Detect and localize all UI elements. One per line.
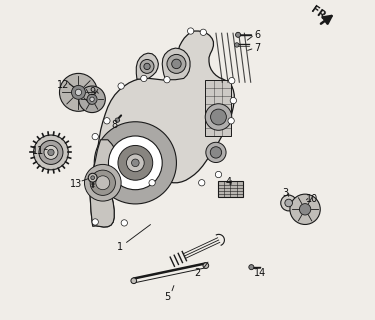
Circle shape	[235, 43, 239, 47]
Bar	[205, 80, 231, 136]
Text: 12: 12	[57, 80, 70, 90]
Circle shape	[44, 146, 58, 159]
Circle shape	[140, 60, 154, 73]
Text: 14: 14	[254, 268, 266, 277]
Circle shape	[210, 147, 222, 158]
Circle shape	[96, 176, 110, 190]
Circle shape	[84, 164, 121, 201]
Circle shape	[131, 278, 136, 284]
Polygon shape	[162, 48, 190, 80]
Text: FR.: FR.	[309, 5, 331, 24]
Circle shape	[126, 154, 144, 172]
Circle shape	[118, 146, 153, 180]
Circle shape	[141, 75, 147, 82]
Circle shape	[92, 133, 98, 140]
Circle shape	[88, 173, 97, 182]
Circle shape	[149, 180, 155, 186]
Circle shape	[92, 219, 98, 225]
Circle shape	[79, 86, 105, 113]
Polygon shape	[90, 140, 117, 227]
Text: 3: 3	[282, 188, 288, 198]
Circle shape	[108, 136, 162, 190]
Circle shape	[206, 142, 226, 163]
Text: 13: 13	[70, 179, 82, 189]
Bar	[217, 181, 243, 197]
Circle shape	[60, 73, 98, 111]
Circle shape	[215, 172, 222, 178]
Circle shape	[203, 263, 208, 268]
Circle shape	[164, 76, 170, 83]
Circle shape	[281, 195, 297, 211]
Circle shape	[75, 89, 82, 95]
Text: 8: 8	[111, 120, 117, 130]
Circle shape	[290, 194, 320, 224]
Circle shape	[87, 94, 97, 104]
Circle shape	[188, 28, 194, 34]
Text: 9: 9	[90, 87, 96, 97]
Circle shape	[115, 118, 120, 122]
Text: 1: 1	[117, 242, 123, 252]
Text: 10: 10	[306, 194, 318, 204]
Circle shape	[132, 159, 139, 167]
Circle shape	[172, 59, 181, 69]
Circle shape	[228, 118, 234, 124]
Text: 6: 6	[254, 30, 260, 40]
Circle shape	[72, 85, 86, 99]
Circle shape	[200, 29, 207, 36]
Polygon shape	[90, 31, 234, 227]
Text: 7: 7	[254, 43, 260, 53]
Text: 11: 11	[32, 146, 44, 156]
Circle shape	[94, 122, 176, 204]
Circle shape	[167, 54, 186, 73]
Circle shape	[118, 83, 124, 89]
Circle shape	[285, 199, 292, 207]
Circle shape	[90, 170, 116, 196]
Polygon shape	[136, 53, 158, 79]
Circle shape	[39, 140, 63, 164]
Circle shape	[230, 97, 237, 104]
Circle shape	[299, 204, 311, 215]
Circle shape	[91, 176, 94, 180]
Circle shape	[121, 220, 128, 226]
Text: 4: 4	[225, 177, 232, 187]
Text: 2: 2	[194, 268, 200, 277]
Circle shape	[199, 180, 205, 186]
Circle shape	[104, 118, 110, 124]
Circle shape	[34, 135, 68, 170]
Circle shape	[90, 97, 94, 101]
Circle shape	[229, 77, 235, 84]
Circle shape	[48, 149, 54, 156]
Circle shape	[205, 104, 232, 130]
Circle shape	[236, 32, 241, 37]
Circle shape	[249, 265, 254, 270]
Circle shape	[144, 63, 150, 69]
Circle shape	[211, 109, 226, 125]
Text: 5: 5	[164, 292, 170, 301]
